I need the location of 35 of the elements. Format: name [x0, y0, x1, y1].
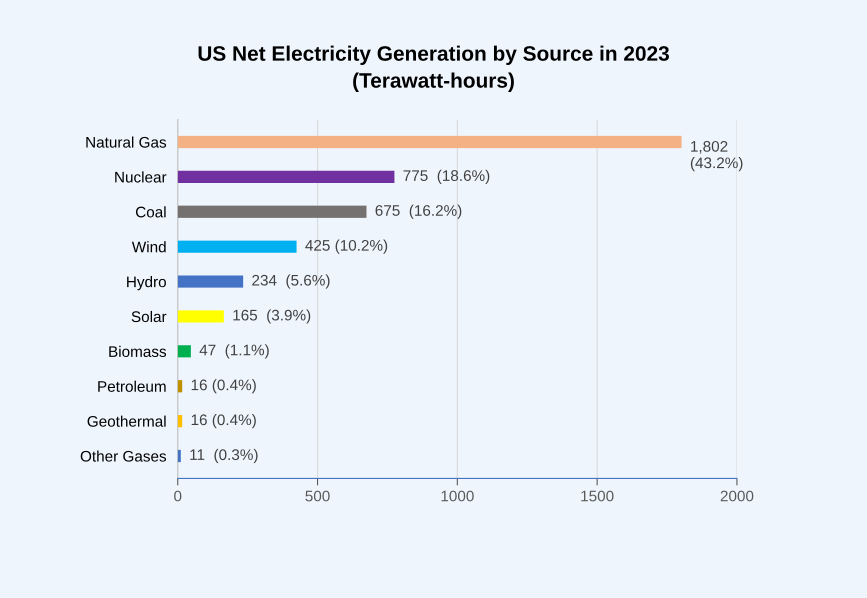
y-tick-label: Hydro — [127, 276, 166, 290]
x-tick-label: 500 — [305, 490, 330, 502]
y-tick-label: Wind — [132, 241, 166, 252]
data-label: 775 (18.6%) — [404, 170, 490, 184]
y-tick-label: Nuclear — [115, 171, 166, 183]
data-label: 1,802 (43.2%) — [690, 140, 742, 172]
y-tick-label: Geothermal — [88, 416, 166, 427]
bar — [178, 345, 191, 358]
y-tick-label: Biomass — [109, 346, 166, 358]
y-tick-label: Natural Gas — [86, 136, 166, 148]
bar — [178, 240, 297, 253]
x-tick-label: 2000 — [720, 490, 754, 502]
y-tick-label: Petroleum — [98, 380, 166, 392]
y-tick-label: Solar — [132, 310, 166, 322]
bar — [178, 170, 394, 184]
bar — [178, 310, 224, 323]
bar — [178, 136, 682, 148]
chart-title: US Net Electricity Generation by Source in 2023 (Terawatt-hours) — [198, 46, 669, 92]
x-tick-label: 1000 — [442, 490, 474, 502]
data-label: 16 (0.4%) — [192, 414, 256, 428]
data-label: 47 (1.1%) — [200, 344, 269, 358]
data-label: 16 (0.4%) — [192, 379, 256, 394]
y-tick-label: Other Gases — [80, 450, 166, 462]
bar — [178, 380, 182, 392]
bar — [178, 206, 366, 218]
data-label: 234 (5.6%) — [252, 274, 330, 289]
y-tick-label: Coal — [136, 206, 166, 218]
x-tick-label: 1500 — [581, 490, 614, 502]
bar — [178, 275, 244, 288]
data-label: 425 (10.2%) — [305, 240, 388, 254]
x-tick-label: 0 — [174, 490, 182, 502]
data-label: 11 (0.3%) — [190, 448, 258, 464]
data-label: 165 (3.9%) — [233, 309, 310, 324]
data-label: 675 (16.2%) — [376, 204, 462, 219]
bar — [178, 450, 181, 462]
